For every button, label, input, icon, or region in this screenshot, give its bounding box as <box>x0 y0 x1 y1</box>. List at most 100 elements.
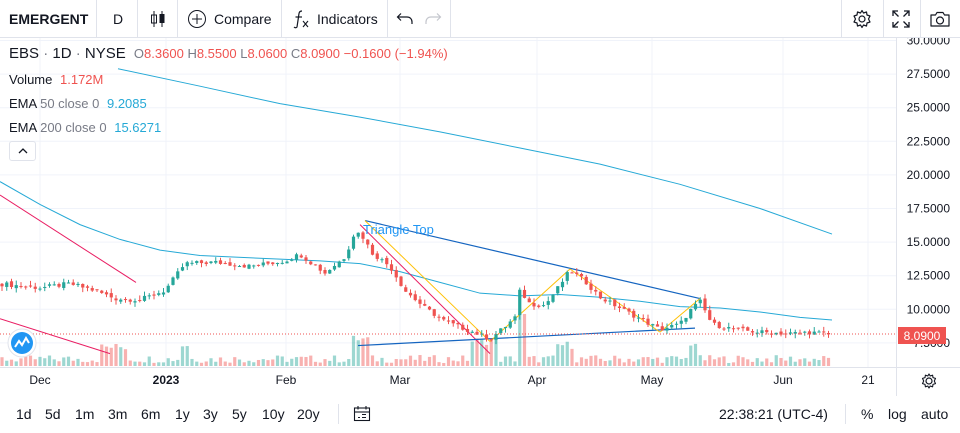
volume-bar <box>62 357 66 366</box>
candle-body <box>556 286 560 294</box>
volume-bar <box>750 361 755 366</box>
volume-bar <box>598 358 603 366</box>
volume-bar <box>404 359 408 366</box>
candle-body <box>109 293 113 298</box>
candle-body <box>570 272 574 274</box>
compare-button[interactable]: Compare <box>187 0 272 38</box>
fullscreen-button[interactable] <box>892 0 910 38</box>
volume-bar <box>589 355 593 366</box>
snapshot-button[interactable] <box>929 0 951 38</box>
candle-body <box>408 292 413 296</box>
clock-time[interactable]: 22:38:21 (UTC-4) <box>719 406 828 422</box>
candle-body <box>807 331 812 335</box>
candle-body <box>646 318 650 325</box>
candle-body <box>499 328 503 334</box>
chart-style-button[interactable] <box>150 0 166 38</box>
volume-bar <box>518 314 522 366</box>
percent-scale-toggle[interactable]: % <box>861 406 874 422</box>
candle-body <box>684 317 688 322</box>
candle-body <box>370 244 375 255</box>
range-button-3m[interactable]: 3m <box>108 406 128 422</box>
volume-bar <box>389 362 394 366</box>
range-button-5d[interactable]: 5d <box>45 406 61 422</box>
candle-body <box>209 261 213 264</box>
volume-bar <box>765 358 769 366</box>
gear-icon <box>853 9 871 29</box>
current-price-tag: 8.0900 <box>898 327 946 344</box>
legend-ticker: EBS <box>9 45 40 62</box>
candle-body <box>304 257 308 261</box>
volume-value: 1.172M <box>60 72 104 87</box>
high-value: 8.5500 <box>196 46 237 61</box>
price-tick-label: 17.5000 <box>907 202 951 216</box>
volume-bar <box>247 360 251 366</box>
volume-bar <box>347 359 351 366</box>
redo-button[interactable] <box>424 0 442 38</box>
candle-body <box>812 331 816 335</box>
ema-200-line <box>117 68 833 235</box>
goto-date-button[interactable] <box>353 405 371 427</box>
auto-scale-toggle[interactable]: auto <box>921 406 949 422</box>
range-button-1d[interactable]: 1d <box>16 406 32 422</box>
legend-collapse-button[interactable] <box>9 141 36 161</box>
volume-bar <box>52 359 56 366</box>
undo-icon <box>396 13 413 24</box>
time-tick-label: Mar <box>390 373 411 387</box>
range-button-20y[interactable]: 20y <box>297 406 320 422</box>
candle-body <box>532 303 536 307</box>
candle-body <box>736 327 740 329</box>
volume-bar <box>513 361 517 366</box>
range-button-1m[interactable]: 1m <box>75 406 95 422</box>
candle-body <box>579 273 584 277</box>
candle-body <box>133 301 137 303</box>
volume-bar <box>43 358 47 366</box>
volume-bar <box>636 359 641 366</box>
volume-bar <box>570 348 574 366</box>
candle-body <box>180 267 185 271</box>
candle-body <box>774 332 778 335</box>
range-button-10y[interactable]: 10y <box>262 406 285 422</box>
volume-bar <box>119 347 123 366</box>
candle-body <box>356 232 360 237</box>
candle-body <box>347 249 351 259</box>
volume-bar <box>14 361 18 366</box>
candle-body <box>237 266 242 268</box>
range-button-6m[interactable]: 6m <box>141 406 161 422</box>
range-button-3y[interactable]: 3y <box>203 406 218 422</box>
indicators-button[interactable]: Indicators <box>293 0 378 38</box>
price-axis: 30.0000 27.5000 25.0000 22.5000 20.0000 17.50… <box>907 38 951 350</box>
zigzag-line <box>659 298 701 333</box>
log-scale-toggle[interactable]: log <box>888 406 907 422</box>
interval-button[interactable]: D <box>113 11 124 27</box>
volume-bar <box>760 361 764 366</box>
candle-body <box>228 262 232 266</box>
range-button-5y[interactable]: 5y <box>232 406 247 422</box>
volume-bar <box>290 358 294 366</box>
volume-bar <box>152 362 156 366</box>
candle-body <box>418 299 422 304</box>
volume-bar <box>66 356 71 366</box>
undo-button[interactable] <box>396 0 414 38</box>
plus-circle-icon <box>188 10 206 28</box>
volume-bar <box>318 362 322 366</box>
candle-body <box>404 287 408 292</box>
volume-bar <box>171 361 175 366</box>
chevron-up-icon <box>18 148 27 154</box>
volume-bar <box>480 338 484 366</box>
volume-bar <box>423 360 427 366</box>
fullscreen-icon <box>892 10 910 28</box>
settings-button[interactable] <box>852 0 872 38</box>
toolbar-divider <box>177 0 178 38</box>
candle-body <box>641 318 645 320</box>
candle-body <box>123 299 128 301</box>
candle-body <box>560 281 565 288</box>
volume-bar <box>537 362 541 366</box>
volume-bar <box>252 362 256 366</box>
price-chart[interactable]: Triangle Top 30.0000 27.5000 25.0000 22.500… <box>0 38 960 396</box>
candle-body <box>166 285 170 293</box>
candle-body <box>613 299 617 307</box>
camera-icon <box>930 11 950 27</box>
range-button-1y[interactable]: 1y <box>175 406 190 422</box>
symbol-search[interactable]: EMERGENT <box>9 11 89 27</box>
axis-settings-button[interactable] <box>921 373 937 389</box>
